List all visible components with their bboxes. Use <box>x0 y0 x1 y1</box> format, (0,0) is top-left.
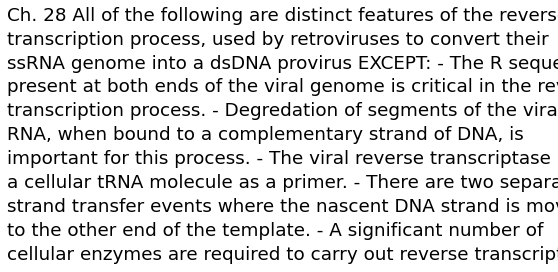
Text: Ch. 28 All of the following are distinct features of the reverse
transcription p: Ch. 28 All of the following are distinct… <box>7 7 558 264</box>
